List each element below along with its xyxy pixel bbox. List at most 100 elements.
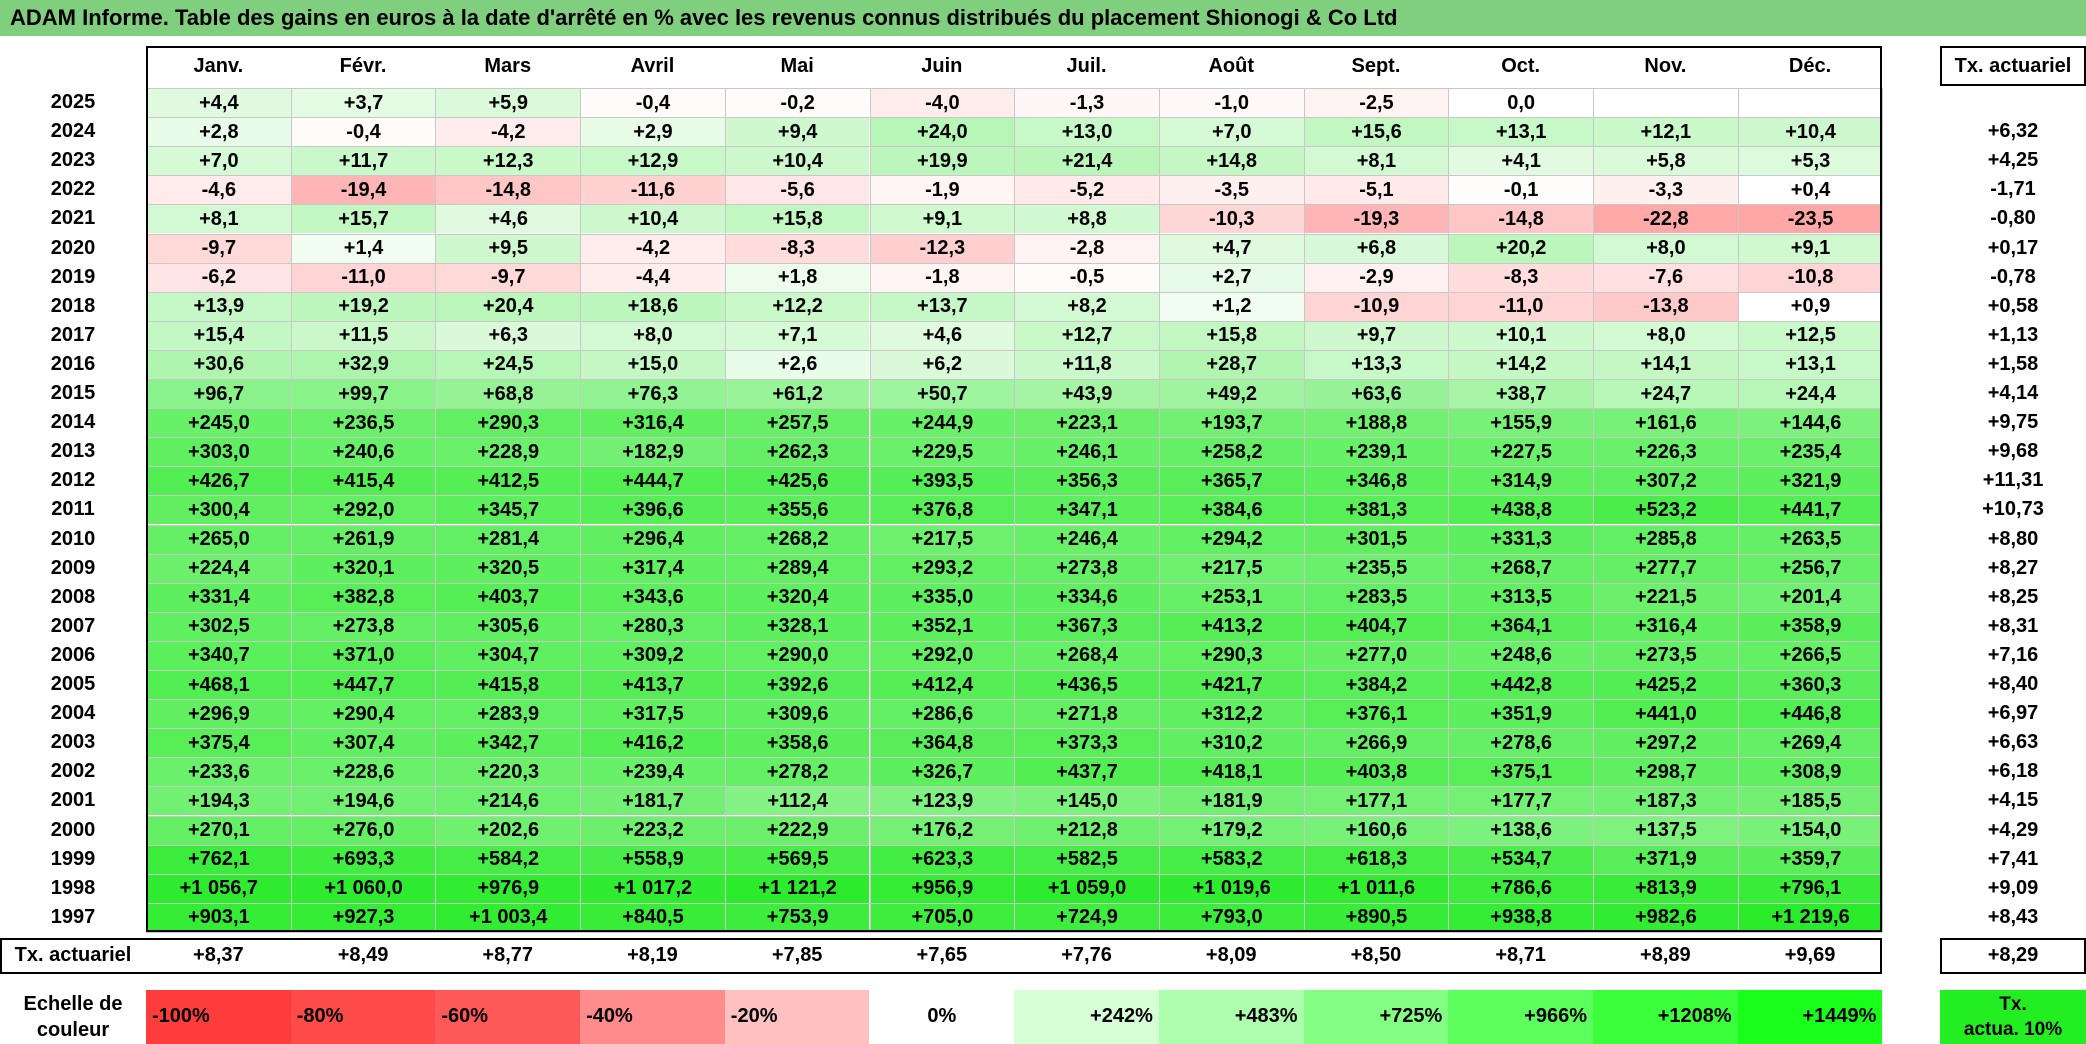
gain-cell: -23,5	[1738, 205, 1883, 234]
gain-cell: +145,0	[1015, 787, 1159, 816]
gain-cell: +4,6	[870, 321, 1015, 350]
month-header-3: Mars	[484, 54, 532, 77]
gain-cell: +436,5	[1015, 671, 1159, 700]
gain-cell: +813,9	[1594, 874, 1738, 903]
gain-cell: +14,1	[1594, 350, 1738, 379]
gain-cell: +212,8	[1015, 816, 1159, 845]
gain-cell: +342,7	[436, 729, 581, 758]
gain-cell: +381,3	[1304, 496, 1449, 525]
gain-cell: -4,2	[436, 118, 581, 147]
gain-cell: +235,5	[1304, 554, 1449, 583]
month-header-4: Avril	[630, 54, 675, 77]
row-rate: +4,29	[1987, 818, 2039, 841]
gain-cell: +343,6	[581, 583, 725, 612]
row-rate: +8,27	[1987, 556, 2039, 579]
gain-cell: -6,2	[147, 263, 291, 292]
row-rate: +9,75	[1987, 411, 2039, 434]
gain-cell: +335,0	[870, 583, 1015, 612]
gain-cell: +13,3	[1304, 350, 1449, 379]
gain-cell: +24,5	[436, 350, 581, 379]
grid-line	[146, 379, 1883, 380]
gain-cell: -5,1	[1304, 176, 1449, 205]
gain-cell: +202,6	[436, 816, 581, 845]
footer-rate: +7,65	[916, 944, 968, 967]
row-rate: +9,68	[1987, 440, 2039, 463]
gain-cell: +217,5	[1159, 554, 1304, 583]
gain-cell: +0,9	[1738, 292, 1883, 321]
gain-cell: +20,2	[1449, 234, 1593, 263]
gain-cell: -0,2	[725, 89, 870, 118]
year-label: 2015	[50, 382, 96, 405]
year-label: 2019	[50, 265, 96, 288]
gain-cell: +9,7	[1304, 321, 1449, 350]
gain-cell: +796,1	[1738, 874, 1883, 903]
year-label: 2025	[50, 91, 96, 114]
gain-cell: -12,3	[870, 234, 1015, 263]
gain-cell: +441,7	[1738, 496, 1883, 525]
gain-cell: -2,8	[1015, 234, 1159, 263]
gain-cell: +584,2	[436, 845, 581, 874]
gain-cell: +0,4	[1738, 176, 1883, 205]
gain-cell: +18,6	[581, 292, 725, 321]
grid-line	[580, 88, 582, 932]
scale-step: +725%	[1303, 989, 1449, 1044]
row-rate: -0,80	[1990, 207, 2036, 230]
gain-cell	[1594, 89, 1738, 118]
gain-cell: +10,4	[1738, 118, 1883, 147]
gain-cell: +123,9	[870, 787, 1015, 816]
gain-cell: +468,1	[147, 671, 291, 700]
gain-cell: +303,0	[147, 438, 291, 467]
gain-cell: +50,7	[870, 380, 1015, 409]
gain-cell: +176,2	[870, 816, 1015, 845]
row-rate: +10,73	[1982, 498, 2044, 521]
scale-step: -20%	[724, 989, 870, 1044]
gain-cell: +793,0	[1159, 903, 1304, 932]
year-label: 1998	[50, 876, 96, 899]
footer-rate: +8,71	[1495, 944, 1546, 967]
year-label: 2011	[51, 498, 95, 521]
grid-line	[146, 640, 1883, 642]
gain-cell: -8,3	[725, 234, 870, 263]
gain-cell: +112,4	[725, 787, 870, 816]
gain-cell: +300,4	[147, 496, 291, 525]
gain-cell: +9,5	[436, 234, 581, 263]
row-rate: +6,18	[1987, 760, 2039, 783]
grid-line	[146, 262, 1883, 264]
gain-cell: +376,8	[870, 496, 1015, 525]
row-rate: -1,71	[1990, 178, 2036, 201]
gain-cell: +246,4	[1015, 525, 1159, 554]
gain-cell: +181,9	[1159, 787, 1304, 816]
gain-cell: +263,5	[1738, 525, 1883, 554]
row-rate: +8,25	[1987, 585, 2039, 608]
gain-cell: +8,1	[147, 205, 291, 234]
gain-cell: +280,3	[581, 612, 725, 641]
gain-cell: +373,3	[1015, 729, 1159, 758]
gain-cell: +375,4	[147, 729, 291, 758]
scale-rate-line1: Tx.	[1999, 993, 2027, 1015]
gain-cell: -14,8	[436, 176, 581, 205]
gain-cell: +12,1	[1594, 118, 1738, 147]
gain-cell: -1,8	[870, 263, 1015, 292]
gain-cell: +285,8	[1594, 525, 1738, 554]
scale-step: +483%	[1158, 989, 1304, 1044]
gain-cell: +226,3	[1594, 438, 1738, 467]
gain-cell: +355,6	[725, 496, 870, 525]
gain-cell: +927,3	[291, 903, 436, 932]
gain-cell: +1 056,7	[147, 874, 291, 903]
grid-line	[1303, 88, 1305, 932]
grid-line	[146, 320, 1883, 322]
gain-cell: +76,3	[581, 380, 725, 409]
gain-cell: +444,7	[581, 467, 725, 496]
gain-cell: +367,3	[1015, 612, 1159, 641]
gain-cell: +582,5	[1015, 845, 1159, 874]
row-rate: +6,63	[1987, 731, 2039, 754]
gain-cell: +340,7	[147, 641, 291, 670]
gain-cell: +358,6	[725, 729, 870, 758]
gain-cell: +5,3	[1738, 147, 1883, 176]
gain-cell: +308,9	[1738, 758, 1883, 787]
gain-cell: +317,5	[581, 700, 725, 729]
gain-cell: +364,1	[1449, 612, 1593, 641]
gain-cell: +137,5	[1594, 816, 1738, 845]
gain-cell: +438,8	[1449, 496, 1593, 525]
gain-cell: +43,9	[1015, 380, 1159, 409]
